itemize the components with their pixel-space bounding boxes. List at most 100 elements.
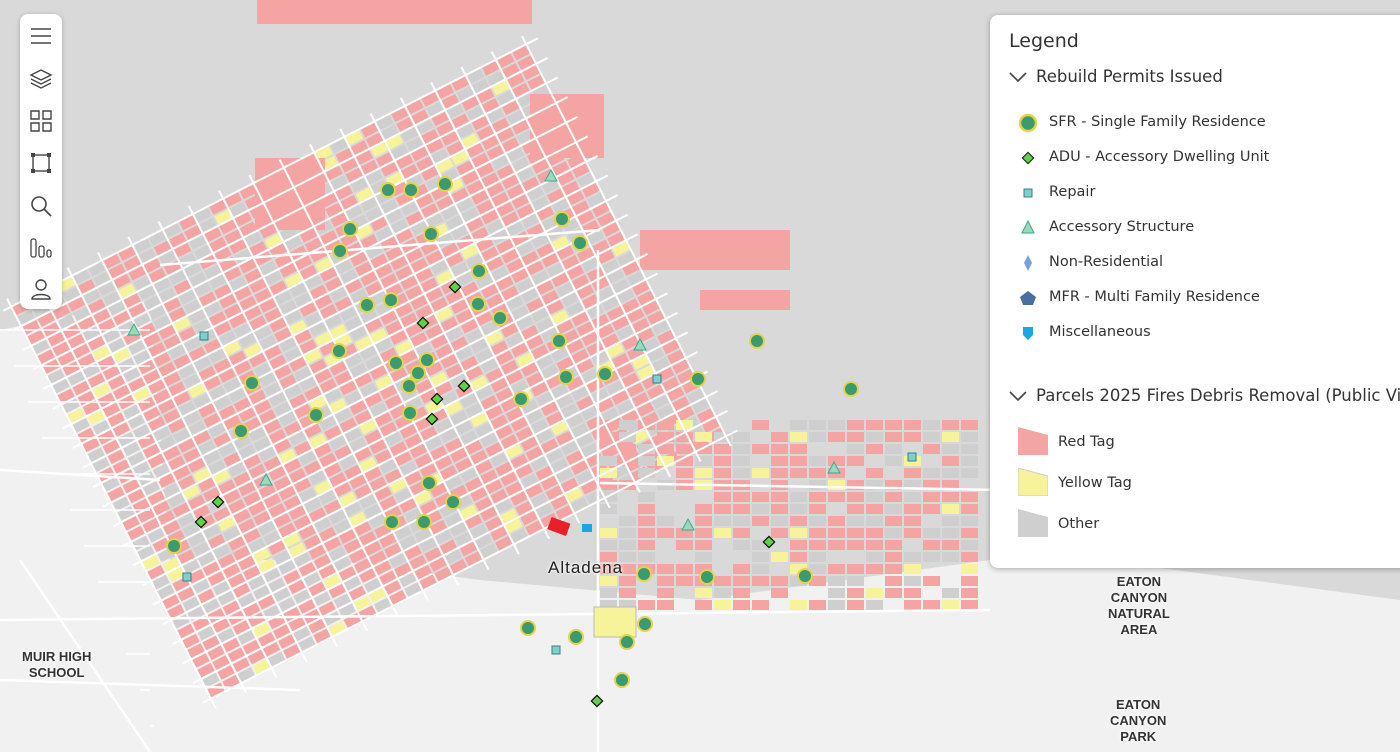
parcel: [450, 336, 469, 352]
road: [132, 292, 669, 567]
parcel: [600, 552, 617, 562]
legend-symbol: [1018, 468, 1048, 496]
search-button[interactable]: [29, 194, 53, 218]
parcel: [360, 308, 378, 324]
parcel: [733, 456, 750, 466]
parcel: [340, 194, 358, 210]
parcel: [771, 492, 788, 502]
parcel: [365, 206, 383, 222]
sfr-marker: [471, 263, 487, 279]
parcel: [278, 596, 296, 612]
parcel: [263, 381, 282, 397]
parcel: [183, 299, 202, 315]
parcel: [239, 221, 257, 237]
parcel: [143, 369, 161, 385]
sfr-marker: [402, 405, 418, 421]
parcel: [592, 202, 610, 218]
parcel: [923, 540, 940, 550]
parcel: [237, 592, 256, 608]
parcel: [47, 368, 65, 384]
parcel: [299, 264, 318, 280]
parcel: [485, 404, 503, 420]
parcel: [198, 403, 216, 418]
parcel: [526, 260, 544, 276]
parcel: [193, 393, 211, 409]
parcel: [253, 399, 272, 415]
parcel: [470, 486, 488, 502]
parcel: [885, 540, 902, 550]
parcel: [671, 396, 690, 412]
adu-marker: [430, 392, 444, 406]
parcel: [445, 400, 463, 416]
urban-area: [0, 300, 1400, 752]
select-button[interactable]: [29, 151, 53, 175]
parcel: [67, 370, 86, 386]
parcel: [505, 369, 524, 385]
parcel: [214, 283, 232, 299]
layers-button[interactable]: [29, 68, 53, 90]
legend-symbol: [1023, 327, 1033, 340]
parcel: [218, 330, 237, 346]
parcel: [137, 433, 156, 449]
parcel: [353, 558, 372, 574]
parcel: [961, 600, 978, 610]
parcel: [475, 459, 493, 475]
parcel: [416, 156, 434, 172]
parcel: [157, 584, 175, 600]
parcel: [714, 576, 731, 586]
parcel: [619, 576, 636, 586]
parcel: [596, 323, 615, 339]
parcel: [656, 404, 675, 419]
parcel: [143, 258, 162, 273]
legend-item: Yellow Tag: [1018, 468, 1132, 496]
parcel: [490, 488, 508, 504]
parcel: [733, 468, 750, 478]
legend-group[interactable]: Rebuild Permits Issued: [1008, 67, 1223, 86]
parcel: [233, 434, 251, 450]
parcel: [137, 508, 155, 523]
parcel: [561, 254, 580, 270]
parcel: [619, 480, 636, 490]
parcel: [540, 438, 559, 454]
parcel: [229, 202, 247, 217]
parcel: [460, 467, 478, 483]
parcel: [942, 588, 959, 598]
repair-marker: [551, 645, 561, 655]
parcel: [284, 235, 303, 251]
parcel: [314, 331, 333, 347]
parcel: [253, 547, 271, 563]
menu-button[interactable]: [29, 26, 53, 46]
parcel: [127, 525, 145, 541]
parcel: [223, 452, 241, 467]
parcel: [127, 488, 145, 504]
basemap-button[interactable]: [29, 109, 53, 133]
parcel: [284, 272, 303, 288]
parcel: [314, 257, 333, 273]
parcel: [885, 492, 902, 502]
parcel: [456, 160, 474, 176]
parcel: [319, 267, 338, 282]
legend-group[interactable]: Parcels 2025 Fires Debris Removal (Publi…: [1008, 386, 1400, 405]
parcel: [259, 335, 277, 350]
map-label: Altadena: [548, 558, 624, 577]
parcel: [540, 475, 559, 491]
account-button[interactable]: [29, 277, 53, 301]
legend-symbol: [1023, 188, 1033, 198]
parcel: [541, 327, 559, 342]
parcel: [430, 334, 448, 350]
parcel: [828, 456, 845, 466]
parcel: [619, 552, 636, 562]
parcel: [229, 313, 247, 329]
charts-button[interactable]: [29, 236, 53, 260]
parcel: [790, 456, 807, 466]
parcel: [385, 245, 403, 261]
parcel: [364, 503, 382, 519]
parcel: [179, 215, 197, 231]
parcel: [254, 325, 272, 341]
parcel: [572, 200, 590, 216]
parcel: [415, 193, 434, 209]
adu-marker: [590, 694, 604, 708]
legend-item: SFR - Single Family Residence: [1018, 113, 1266, 133]
parcel: [657, 432, 674, 442]
parcel: [192, 578, 211, 594]
